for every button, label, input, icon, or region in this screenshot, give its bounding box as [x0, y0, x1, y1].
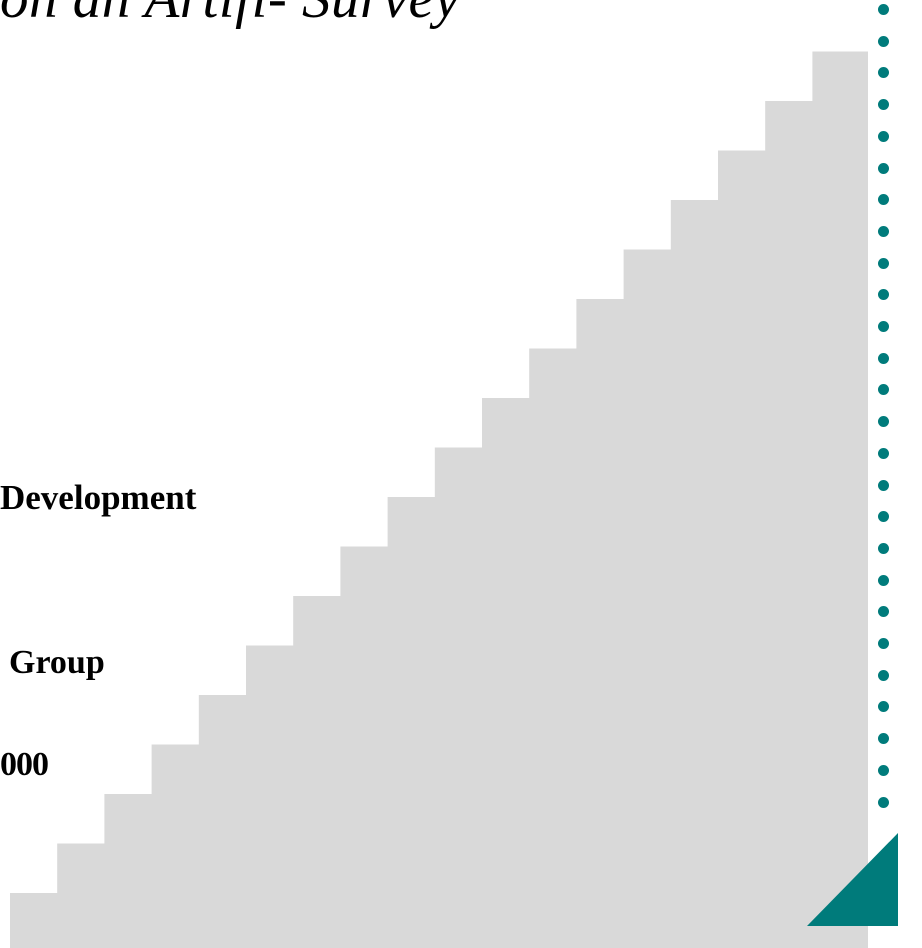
- dot: [878, 352, 889, 364]
- dot: [878, 4, 889, 15]
- dot: [878, 796, 889, 808]
- dot: [878, 99, 889, 111]
- dot: [878, 701, 889, 713]
- dot: [878, 511, 889, 523]
- dot: [878, 35, 889, 47]
- dot: [878, 67, 889, 79]
- dot: [878, 416, 889, 428]
- dot: [878, 130, 889, 142]
- dot: [878, 574, 889, 586]
- dot: [878, 479, 889, 491]
- department-label: Development: [0, 478, 197, 517]
- dot: [878, 733, 889, 745]
- dot: [878, 194, 889, 206]
- dot: [878, 257, 889, 269]
- dot: [878, 669, 889, 681]
- dot: [878, 638, 889, 649]
- dot: [878, 225, 889, 237]
- dot: [878, 542, 889, 554]
- dot: [878, 321, 889, 332]
- dot: [878, 289, 889, 301]
- slide-title: on an Artifi- Survey: [0, 0, 460, 31]
- dot: [878, 606, 889, 618]
- staircase-polygon: [10, 51, 868, 948]
- teal-triangle: [807, 833, 898, 926]
- dot: [878, 447, 889, 459]
- group-label: Group: [9, 644, 105, 681]
- date-label: 000: [0, 746, 49, 783]
- dot: [878, 764, 889, 776]
- dot: [878, 162, 889, 174]
- dot: [878, 384, 889, 396]
